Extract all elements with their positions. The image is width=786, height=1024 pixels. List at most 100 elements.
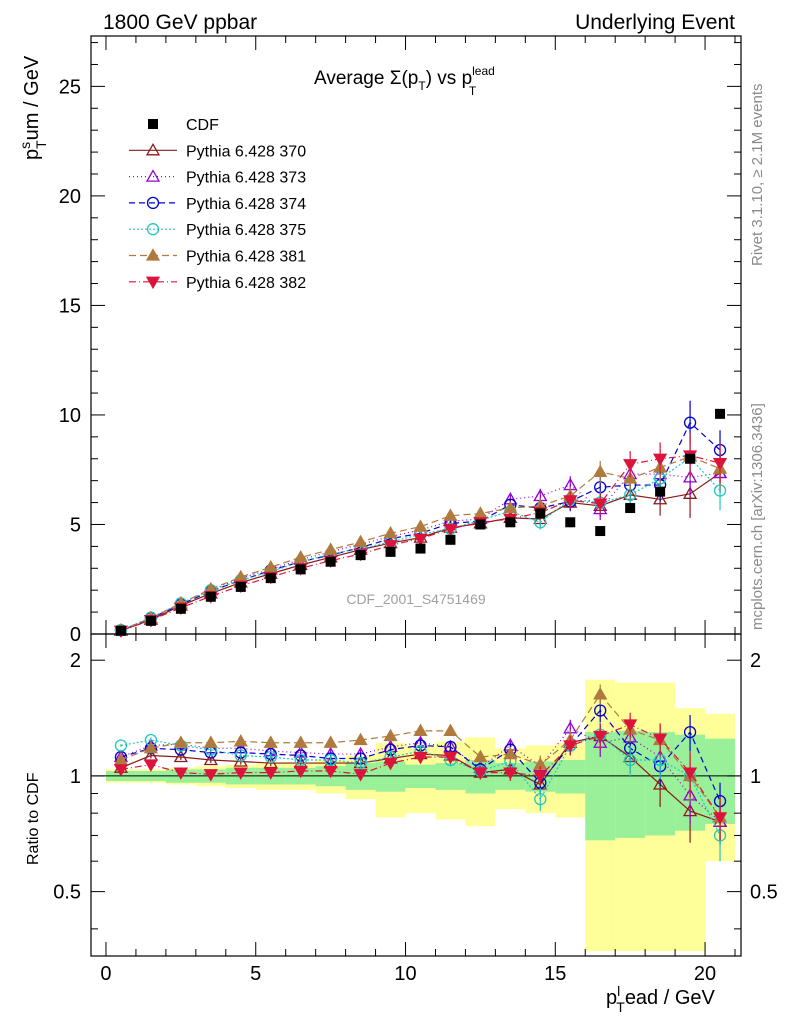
xlabel-p: p	[606, 987, 617, 1009]
cdf-point	[625, 503, 636, 514]
main-ytick-label: 10	[59, 405, 81, 427]
ratio-point	[443, 751, 458, 765]
ratio-point	[263, 767, 278, 780]
legend-label: Pythia 6.428 373	[186, 170, 306, 187]
data-point	[712, 457, 728, 471]
ratio-point	[473, 749, 488, 763]
main-ytick-label: 20	[59, 186, 81, 208]
data-point	[473, 506, 488, 519]
plot-title-sub1: T	[418, 79, 426, 93]
main-ylabel-p: p	[21, 149, 43, 160]
cdf-point	[565, 517, 576, 528]
legend-marker	[146, 223, 160, 236]
series-line	[120, 455, 721, 632]
data-point	[653, 453, 668, 467]
side-rivet-label: Rivet 3.1.10, ≥ 2.1M events	[749, 84, 766, 267]
cdf-point	[655, 486, 666, 497]
legend-item-p375: Pythia 6.428 375	[129, 222, 306, 239]
main-ylabel-rest: um / GeV	[21, 55, 43, 140]
ratio-point	[563, 740, 578, 753]
cdf-point	[535, 508, 546, 519]
legend-marker	[146, 196, 160, 210]
data-point	[593, 498, 608, 511]
ratio-point	[324, 753, 337, 767]
ratio-point	[113, 764, 129, 777]
watermark: CDF_2001_S4751469	[346, 591, 486, 607]
ratio-point	[203, 769, 218, 782]
side-mcplots-label: mcplots.cern.ch [arXiv:1306.3436]	[749, 403, 766, 630]
main-ytick-label: 0	[70, 624, 81, 646]
cdf-point	[715, 408, 726, 419]
data-point	[263, 559, 278, 573]
ratio-point	[534, 793, 547, 806]
data-point	[653, 491, 668, 505]
ratio-point	[354, 756, 367, 770]
data-point	[443, 508, 458, 521]
ratio-point	[173, 767, 188, 780]
ratio-point	[593, 730, 608, 744]
ratio-point	[413, 751, 428, 765]
series-cdf	[115, 408, 726, 636]
ratio-ytick-label-right: 2	[750, 650, 761, 672]
band-green-bin	[435, 763, 466, 790]
legend-label: Pythia 6.428 381	[186, 249, 306, 266]
ratio-point	[263, 735, 278, 748]
ratio-frame	[90, 633, 742, 957]
header-right: Underlying Event	[575, 11, 735, 34]
legend-marker	[148, 119, 158, 129]
legend-item-p370: Pythia 6.428 370	[129, 142, 306, 160]
ratio-ytick-label-right: 0.5	[750, 882, 778, 904]
ratio-point	[264, 750, 277, 764]
main-ylabel-sub: T	[33, 140, 49, 149]
ratio-point	[624, 753, 637, 767]
cdf-point	[235, 581, 246, 592]
data-point	[383, 540, 398, 553]
cdf-point	[175, 603, 186, 614]
ratio-point	[233, 767, 248, 780]
ratio-point	[203, 752, 218, 766]
xtick-label: 20	[694, 963, 716, 985]
legend-marker	[145, 248, 161, 261]
series-line	[120, 456, 721, 631]
ratio-point	[143, 759, 159, 772]
ratio-point	[533, 770, 548, 784]
ratio-point	[682, 767, 698, 780]
xtick-label: 5	[250, 963, 261, 985]
legend-marker	[145, 276, 161, 290]
ratio-point	[323, 765, 338, 779]
legend-label: Pythia 6.428 375	[186, 222, 306, 239]
xlabel: pl Tead / GeV	[606, 983, 716, 1015]
cdf-point	[475, 519, 486, 530]
data-point	[413, 519, 428, 532]
ratio-point	[114, 739, 128, 752]
xtick-label: 15	[544, 963, 566, 985]
ratio-point	[413, 723, 428, 736]
ratio-point	[293, 735, 308, 748]
ratio-point	[712, 812, 728, 825]
legend-item-p382: Pythia 6.428 382	[129, 275, 306, 292]
ratio-ytick-label-right: 1	[750, 766, 761, 788]
cdf-point	[385, 546, 396, 557]
xlabel-sub: T	[616, 999, 625, 1015]
ratio-point	[323, 735, 338, 748]
main-ytick-label: 5	[70, 514, 81, 536]
legend-label: CDF	[186, 117, 219, 134]
ratio-point	[593, 687, 608, 700]
data-point	[683, 416, 697, 429]
main-series-layer	[113, 400, 728, 639]
ratio-line	[120, 723, 721, 818]
ratio-point	[173, 749, 188, 763]
data-point	[593, 464, 608, 478]
xlabel-rest: ead / GeV	[625, 987, 716, 1009]
legend-item-cdf: CDF	[148, 117, 219, 134]
ratio-ytick-label: 0.5	[53, 882, 81, 904]
data-point	[682, 470, 698, 483]
ratio-point	[383, 728, 398, 742]
legend-item-p381: Pythia 6.428 381	[129, 248, 306, 266]
cdf-point	[265, 573, 276, 584]
xtick-label: 0	[100, 963, 111, 985]
data-point	[413, 533, 428, 547]
cdf-point	[445, 534, 456, 545]
header-left: 1800 GeV ppbar	[103, 11, 257, 34]
cdf-point	[685, 453, 696, 464]
